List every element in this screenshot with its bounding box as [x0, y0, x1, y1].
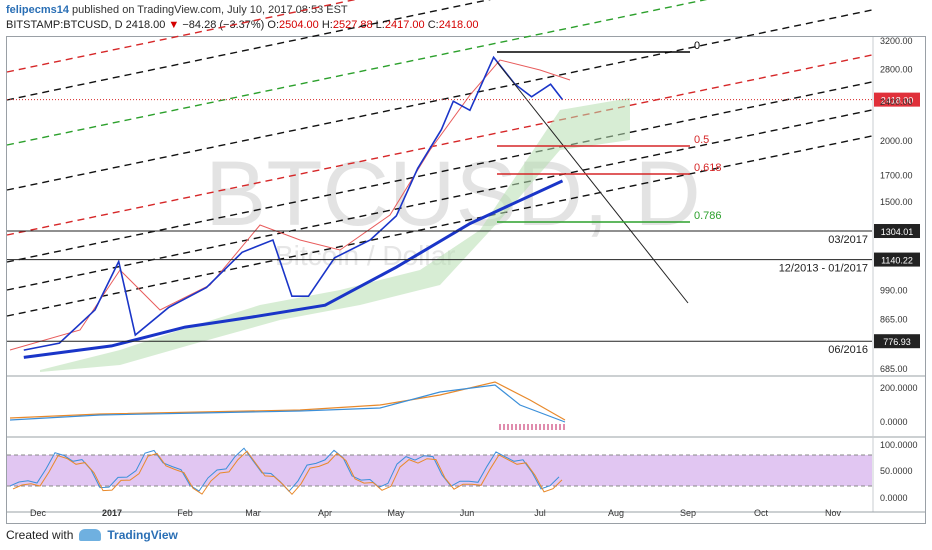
x-axis-tick-label: Nov: [825, 508, 842, 518]
macd-line: [9, 384, 566, 423]
x-axis-tick-label: Mar: [245, 508, 261, 518]
author-link[interactable]: felipecms14: [6, 4, 69, 16]
trend-channel-line: [6, 0, 708, 146]
fib-level-label: 0: [694, 40, 700, 52]
support-level-label: 03/2017: [828, 234, 868, 246]
footer: Created with TradingView: [6, 528, 178, 542]
trend-channel-line: [6, 54, 873, 236]
watermark-symbol: BTCUSD, D: [205, 143, 701, 245]
support-level-value: 1304.01: [881, 227, 914, 237]
created-with-text: Created with: [6, 528, 74, 542]
support-level-tag: [874, 224, 920, 239]
current-price-label: 2418.00: [881, 96, 914, 106]
fib-level-label: 0.618: [694, 162, 722, 174]
stoch-axis-label: 0.0000: [880, 493, 908, 503]
trend-channel-line: [6, 135, 873, 317]
x-axis-tick-label: Dec: [30, 508, 47, 518]
macd-signal-line: [9, 381, 566, 421]
trend-channel-line: [6, 81, 873, 263]
x-axis-tick-label: Aug: [608, 508, 624, 518]
x-axis-tick-label: Feb: [177, 508, 193, 518]
symbol-name: BITSTAMP:BTCUSD, D: [6, 19, 123, 31]
x-axis-tick-label: Oct: [754, 508, 769, 518]
fib-level-label: 0.786: [694, 210, 722, 222]
high-value: 2527.88: [332, 19, 373, 31]
current-price-tag: [874, 92, 920, 107]
open-value: 2504.00: [279, 19, 319, 31]
support-level-tag: [874, 252, 920, 267]
chart-frame[interactable]: [6, 36, 926, 524]
price-change: −84.28 (−3.37%): [182, 19, 265, 31]
macd-axis-label: 200.0000: [880, 383, 918, 393]
y-axis-tick-label: 3200.00: [880, 36, 913, 46]
support-level-tag: [874, 334, 920, 349]
last-price: 2418.00: [125, 19, 166, 31]
published-text: published on TradingView.com, July 10, 2…: [72, 4, 348, 16]
y-axis-tick-label: 865.00: [880, 314, 908, 324]
y-axis-tick-label: 2400.00: [880, 97, 913, 107]
x-axis-tick-label: Sep: [680, 508, 696, 518]
close-label: C:: [427, 19, 439, 31]
open-label: O:: [267, 19, 280, 31]
support-level-label: 12/2013 - 01/2017: [779, 263, 868, 275]
upper-band: [9, 59, 571, 351]
x-axis-tick-label: Apr: [318, 508, 332, 518]
y-axis-tick-label: 1700.00: [880, 171, 913, 181]
x-axis-tick-label: 2017: [102, 508, 122, 518]
ichimoku-cloud: [40, 98, 630, 372]
stoch-axis-label: 50.0000: [880, 466, 913, 476]
low-label: L:: [375, 19, 385, 31]
fib-level-label: 0.5: [694, 134, 709, 146]
macd-axis-label: 0.0000: [880, 417, 908, 427]
support-level-label: 06/2016: [828, 344, 868, 356]
trend-channel-line: [6, 9, 873, 191]
trend-channel-line: [6, 0, 357, 73]
trend-channel-line: [6, 0, 491, 101]
support-level-value: 776.93: [883, 337, 911, 347]
y-axis-tick-label: 2000.00: [880, 136, 913, 146]
stoch-axis-label: 100.0000: [880, 440, 918, 450]
x-axis-tick-label: May: [387, 508, 405, 518]
x-axis-tick-label: Jun: [460, 508, 475, 518]
tradingview-logo-icon: [79, 529, 102, 541]
close-value: 2418.00: [438, 19, 479, 31]
x-axis-tick-label: Jul: [534, 508, 546, 518]
descending-trendline: [496, 61, 689, 304]
y-axis-tick-label: 685.00: [880, 364, 908, 374]
y-axis-tick-label: 990.00: [880, 286, 908, 296]
stoch-d-line: [12, 450, 563, 496]
y-axis-tick-label: 2800.00: [880, 64, 913, 74]
y-axis-tick-label: 1500.00: [880, 197, 913, 207]
publish-info: felipecms14 published on TradingView.com…: [6, 4, 348, 16]
support-level-value: 1140.22: [881, 256, 913, 266]
symbol-bar: BITSTAMP:BTCUSD, D 2418.00 ▼ −84.28 (−3.…: [6, 19, 478, 31]
down-arrow-icon: ▼: [168, 19, 180, 31]
high-label: H:: [321, 19, 333, 31]
tradingview-brand[interactable]: TradingView: [107, 528, 178, 542]
watermark-name: Bitcoin / Dollar: [275, 240, 456, 271]
low-value: 2417.00: [384, 19, 425, 31]
